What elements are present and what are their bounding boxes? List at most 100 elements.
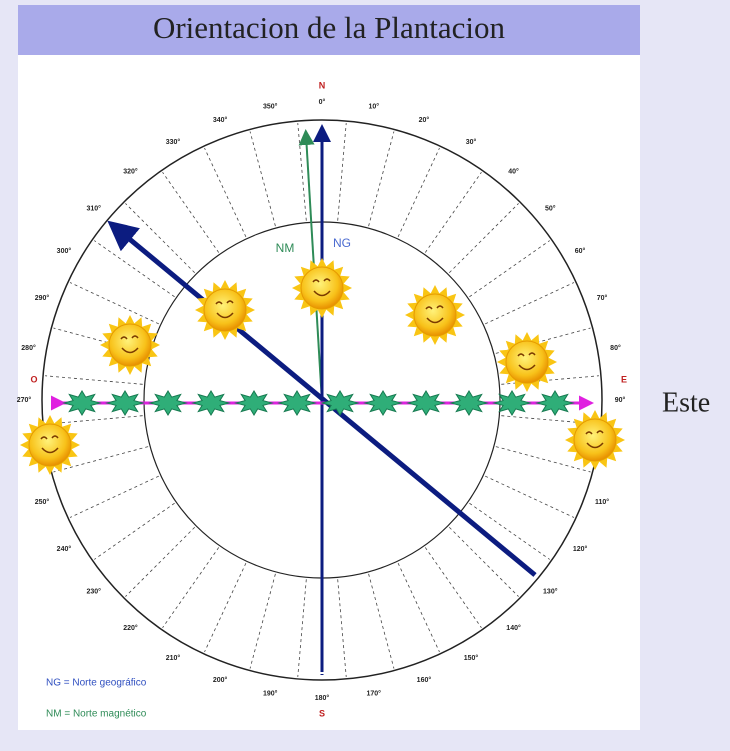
radial-tick [337,579,347,677]
radial-tick [368,131,395,227]
sun-eyes [40,435,59,440]
plant-leaves [492,390,532,416]
sun-eyes [312,278,331,283]
sun-face [573,418,617,462]
sun [292,258,352,318]
degree-label: 330° [166,138,181,146]
degree-label: 80° [610,344,621,352]
degree-label: 110° [595,498,609,506]
radial-tick [297,123,307,221]
radial-tick [69,282,160,325]
plant-leaves [234,390,274,416]
sun-eyes [585,430,604,435]
degree-label: 140° [506,624,521,632]
radial-tick [484,282,575,325]
plant-leaves [277,390,317,416]
radial-tick [448,203,519,274]
plant [105,390,145,416]
degree-label: 180° [315,694,330,702]
degree-label: 30° [466,138,477,146]
sun-smile [586,442,604,449]
legend-nm: NM = Norte magnético [46,709,147,720]
degree-label: 280° [21,344,36,352]
plant [191,390,231,416]
radial-tick [94,240,175,298]
degree-label: 220° [123,624,138,632]
radial-tick [45,375,143,385]
sun [497,332,557,392]
degree-label: 170° [367,689,382,697]
sun-face [505,340,549,384]
cardinal-n: N [319,80,326,90]
plant-leaves [449,390,489,416]
radial-tick [469,502,550,560]
plant [406,390,446,416]
plant [234,390,274,416]
legend-ng: NG = Norte geográfico [46,678,147,689]
sun-face [108,323,152,367]
degree-label: 0° [319,98,326,106]
plant-leaves [363,390,403,416]
sun-eyes [215,300,234,305]
plant-leaves [191,390,231,416]
degree-label: 310° [86,204,101,212]
radial-tick [501,415,599,425]
nm-label: NM [276,241,295,255]
degree-label: 240° [57,545,72,553]
degree-label: 150° [464,654,479,662]
plant [535,390,575,416]
plant [363,390,403,416]
sun-face [413,293,457,337]
radial-tick [424,547,482,628]
degree-label: 120° [573,545,588,553]
degree-label: 210° [166,654,181,662]
degree-label: 130° [543,587,558,595]
degree-label: 70° [597,294,608,302]
plant [449,390,489,416]
radial-tick [501,375,599,385]
plant [62,390,102,416]
degree-label: 340° [213,116,228,124]
sun-eyes [120,335,139,340]
plant [492,390,532,416]
sun-smile [313,290,331,297]
plant [277,390,317,416]
sun [195,280,255,340]
plant-leaves [406,390,446,416]
degree-label: 10° [368,102,379,110]
radial-tick [45,415,143,425]
sun-smile [216,312,234,319]
plant-leaves [105,390,145,416]
radial-tick [297,579,307,677]
sun-smile [426,317,444,324]
sun [20,415,80,475]
outer-circle [41,119,603,681]
radial-tick [125,526,196,597]
title: Orientacion de la Plantacion [153,10,506,45]
degree-label: 270° [17,396,32,404]
ng-label: NG [333,236,351,250]
sun-face [300,266,344,310]
radial-tick [495,446,591,473]
plant-leaves [62,390,102,416]
cardinal-o: O [30,374,37,384]
radial-tick [484,475,575,518]
plant-leaves [535,390,575,416]
sun-eyes [425,305,444,310]
radial-tick [368,573,395,669]
side-label: Este [662,387,710,418]
radial-tick [69,475,160,518]
radial-tick [397,147,440,238]
plant-leaves [148,390,188,416]
plant [320,390,360,416]
cardinal-s: S [319,708,325,718]
radial-tick [424,172,482,253]
degree-label: 250° [35,498,50,506]
plant [148,390,188,416]
degree-label: 160° [417,676,432,684]
sun-smile [518,364,536,371]
radial-tick [249,573,276,669]
degree-label: 90° [615,396,626,404]
sun [100,315,160,375]
